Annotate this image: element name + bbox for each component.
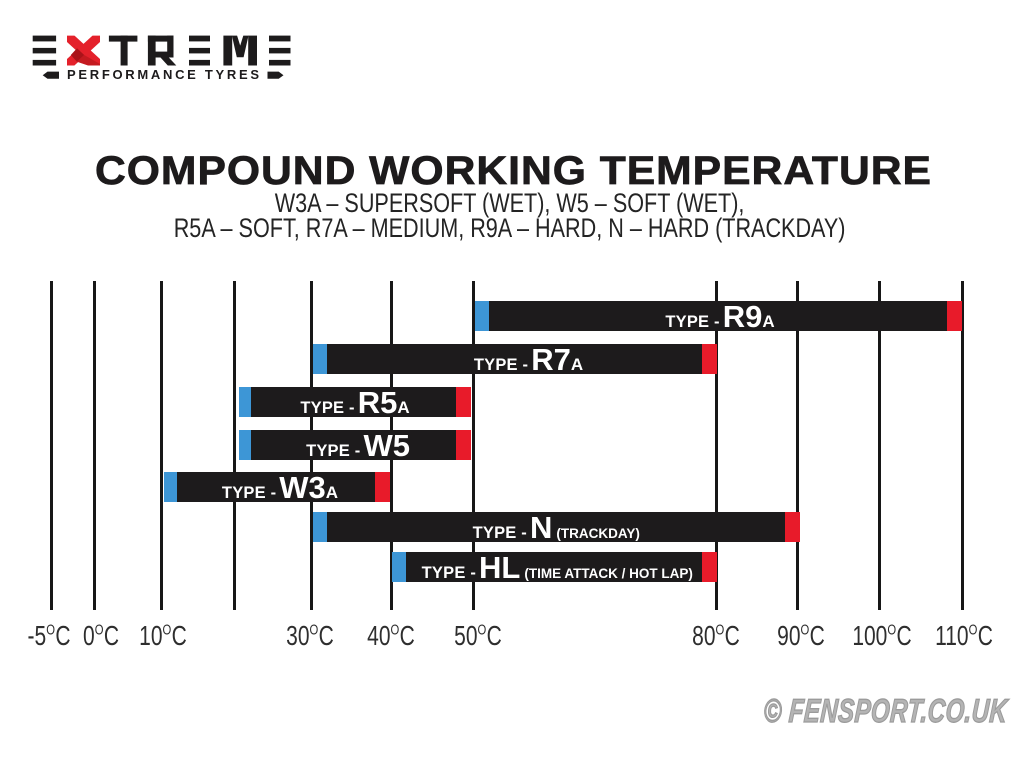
svg-text:PERFORMANCE TYRES: PERFORMANCE TYRES: [67, 67, 259, 82]
